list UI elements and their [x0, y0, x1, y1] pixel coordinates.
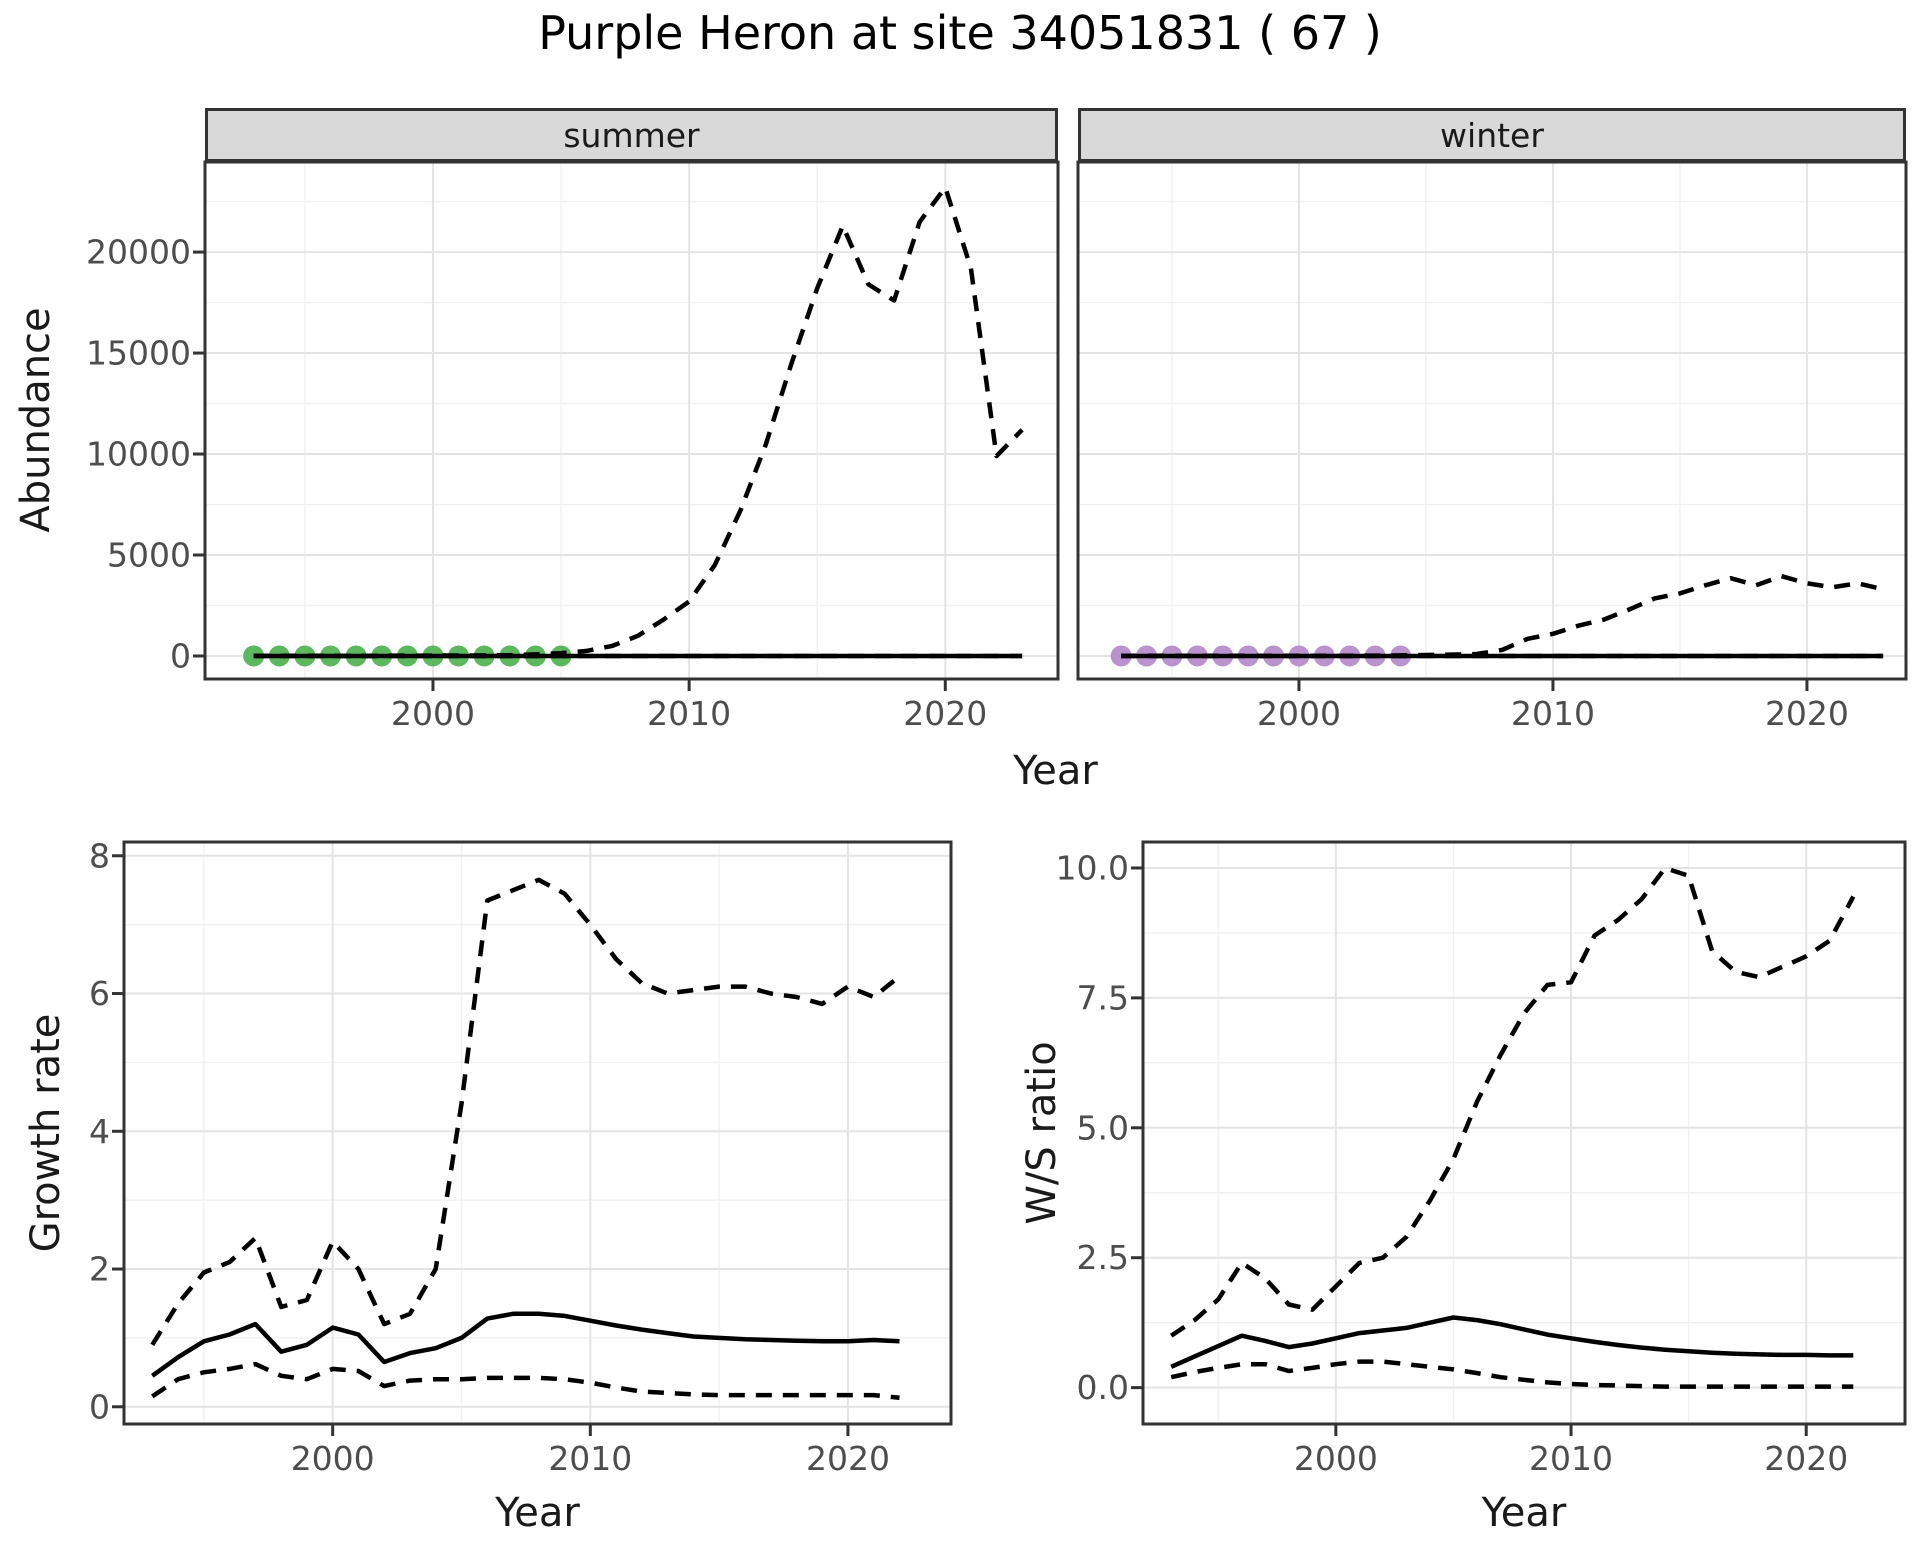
- ws-y-tick-label: 0.0: [1077, 1368, 1129, 1407]
- year-axis-title-top: Year: [1013, 748, 1098, 794]
- summer-y-tick-label: 0: [170, 636, 191, 675]
- year-axis-title-growth: Year: [495, 1490, 580, 1536]
- summer-point-observed-counts: [243, 645, 265, 667]
- winter-point-observed-counts: [1110, 645, 1132, 667]
- ws-x-tick-label: 2020: [1764, 1439, 1848, 1478]
- growth-panel-border: [122, 840, 953, 1426]
- facet-strip-winter-label: winter: [1440, 115, 1544, 155]
- growth-y-tick-label: 4: [89, 1112, 110, 1151]
- facet-strip-summer-label: summer: [563, 115, 700, 155]
- summer-x-tick-label: 2010: [647, 694, 731, 733]
- winter-series-upper-ci: [1121, 573, 1884, 659]
- winter-panel-border: [1076, 160, 1908, 681]
- growth-series-lower-ci: [151, 1361, 900, 1401]
- ws-series-upper-ci: [1169, 865, 1856, 1338]
- winter-panel-background: [1078, 162, 1906, 679]
- winter-x-tick-label: 2000: [1257, 694, 1341, 733]
- ws-x-tick-label: 2000: [1294, 1439, 1378, 1478]
- growth-y-tick-label: 0: [89, 1387, 110, 1426]
- summer-x-tick-label: 2020: [903, 694, 987, 733]
- growth-y-tick-label: 6: [89, 974, 110, 1013]
- winter-x-tick-label: 2010: [1511, 694, 1595, 733]
- growth-x-tick-label: 2020: [806, 1439, 890, 1478]
- summer-x-tick-label: 2000: [391, 694, 475, 733]
- ws-y-tick-label: 2.5: [1077, 1238, 1129, 1277]
- growth-panel-background: [124, 842, 951, 1424]
- year-axis-title-ws: Year: [1481, 1490, 1567, 1536]
- ws-y-tick-label: 7.5: [1077, 978, 1129, 1017]
- ws-panel-background: [1143, 842, 1905, 1424]
- summer-series-upper-ci: [253, 185, 1024, 658]
- summer-y-tick-label: 5000: [107, 536, 191, 575]
- growth-x-tick-label: 2000: [291, 1439, 375, 1478]
- growth-y-tick-label: 2: [89, 1250, 110, 1289]
- ws-series-lower-ci: [1170, 1359, 1854, 1389]
- ws-y-tick-label: 5.0: [1077, 1108, 1129, 1147]
- ws-panel-border: [1141, 840, 1907, 1426]
- facet-strip-winter: winter: [1078, 108, 1906, 162]
- page-title: Purple Heron at site 34051831 ( 67 ): [538, 6, 1382, 60]
- ws-y-tick-label: 10.0: [1056, 848, 1129, 887]
- summer-y-tick-label: 15000: [86, 334, 191, 373]
- winter-x-tick-label: 2020: [1765, 694, 1849, 733]
- ws-x-tick-label: 2010: [1529, 1439, 1613, 1478]
- growth-x-tick-label: 2010: [548, 1439, 632, 1478]
- facet-strip-summer: summer: [205, 108, 1058, 162]
- growth-series-median: [150, 1311, 900, 1378]
- summer-panel-background: [205, 162, 1058, 679]
- growth-y-tick-label: 8: [89, 836, 110, 875]
- summer-y-tick-label: 10000: [86, 435, 191, 474]
- ws-series-median: [1170, 1315, 1854, 1369]
- summer-panel-border: [203, 160, 1060, 681]
- summer-y-tick-label: 20000: [86, 233, 191, 272]
